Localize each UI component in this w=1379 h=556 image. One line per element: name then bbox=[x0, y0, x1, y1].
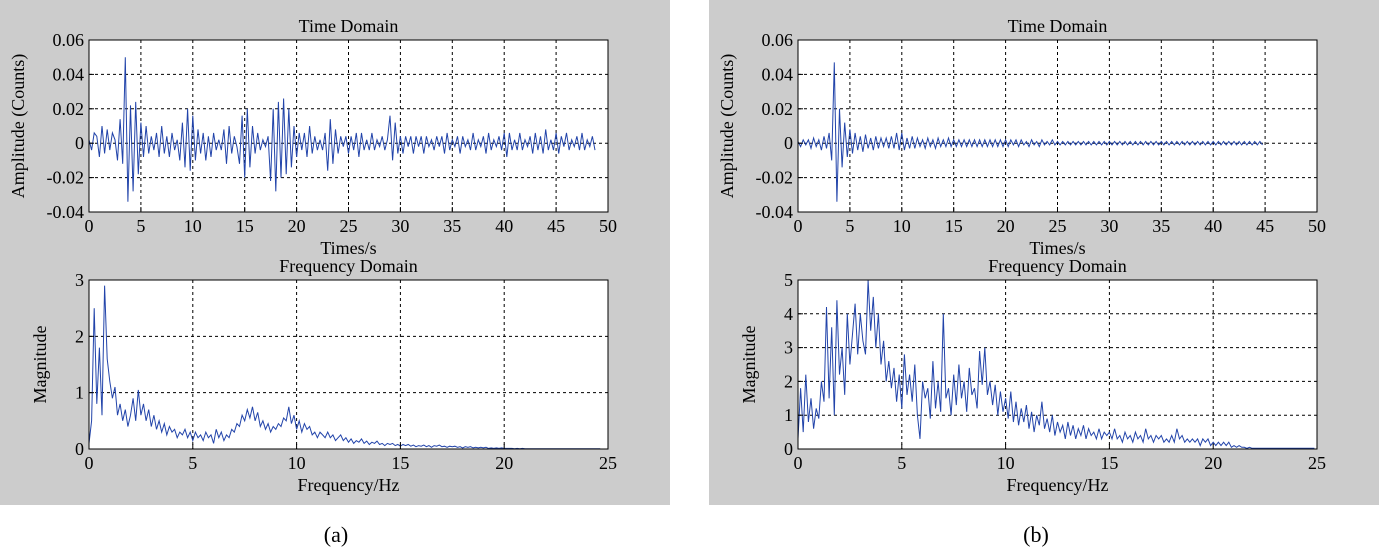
b-time-xtick-label-8: 40 bbox=[1204, 216, 1222, 236]
a-time-chart: 0 5 10 15 20 25 30 35 40 45 50 -0.04 -0.02 0 0.02 0.04 0… bbox=[8, 16, 617, 258]
a-time-xlabel: Times/s bbox=[320, 238, 376, 258]
b-freq-ytick-label-5: 5 bbox=[784, 270, 793, 290]
a-time-xtick-label-4: 20 bbox=[288, 216, 306, 236]
a-freq-xtick-label-5: 25 bbox=[599, 453, 617, 473]
b-freq-ylabel: Magnitude bbox=[739, 326, 759, 404]
b-freq-ytick-label-2: 2 bbox=[784, 371, 793, 391]
figure-svg-b: 0 5 10 15 20 25 30 35 40 45 50-0.04-0.0200.020.040… bbox=[717, 16, 1326, 495]
b-freq-plot-area bbox=[798, 280, 1317, 449]
a-time-xtick-label-5: 25 bbox=[340, 216, 358, 236]
a-time-ytick-label-2: 0 bbox=[75, 133, 84, 153]
a-time-ytick-label-5: 0.06 bbox=[53, 30, 85, 50]
b-time-xtick-label-3: 15 bbox=[945, 216, 963, 236]
a-freq-xtick-label-0: 0 bbox=[85, 453, 94, 473]
b-time-xtick-label-4: 20 bbox=[997, 216, 1015, 236]
a-time-ytick-label-1: -0.02 bbox=[47, 168, 85, 188]
b-freq-chart: 0 5 10 15 20 25 0 1 2 3 4 5 Frequency Domain Frequenc… bbox=[739, 256, 1326, 495]
b-time-ytick-label-3: 0.02 bbox=[762, 99, 794, 119]
a-time-xtick-label-3: 15 bbox=[236, 216, 254, 236]
b-freq-ytick-label-0: 0 bbox=[784, 439, 793, 459]
b-freq-ytick-label-4: 4 bbox=[784, 304, 793, 324]
b-freq-xlabel: Frequency/Hz bbox=[1007, 475, 1109, 495]
b-freq-xtick-label-5: 25 bbox=[1308, 453, 1326, 473]
a-freq-xtick-label-1: 5 bbox=[188, 453, 197, 473]
b-time-series-line-0 bbox=[797, 62, 1263, 202]
b-freq-xtick-label-2: 10 bbox=[997, 453, 1015, 473]
b-time-ytick-label-5: 0.06 bbox=[762, 30, 794, 50]
b-freq-ytick-label-1: 1 bbox=[784, 405, 793, 425]
a-time-xtick-label-7: 35 bbox=[443, 216, 461, 236]
b-freq-title: Frequency Domain bbox=[988, 256, 1126, 276]
a-time-xtick-label-10: 50 bbox=[599, 216, 617, 236]
b-time-ytick-label-4: 0.04 bbox=[762, 64, 794, 84]
a-time-xtick-label-2: 10 bbox=[184, 216, 202, 236]
a-time-xtick-label-9: 45 bbox=[547, 216, 565, 236]
a-time-xtick-label-8: 40 bbox=[495, 216, 513, 236]
a-time-xtick-label-6: 30 bbox=[391, 216, 409, 236]
a-freq-xlabel: Frequency/Hz bbox=[298, 475, 400, 495]
a-time-title: Time Domain bbox=[299, 16, 399, 36]
b-time-xtick-label-0: 0 bbox=[794, 216, 803, 236]
b-time-xtick-label-1: 5 bbox=[845, 216, 854, 236]
figure-svg-a: 0 5 10 15 20 25 30 35 40 45 50-0.04-0.0200.020.040… bbox=[8, 16, 617, 495]
b-time-xtick-label-9: 45 bbox=[1256, 216, 1274, 236]
a-freq-ytick-label-3: 3 bbox=[75, 270, 84, 290]
a-freq-xtick-label-2: 10 bbox=[288, 453, 306, 473]
figure-panel-b: 0 5 10 15 20 25 30 35 40 45 50 -0.04 -0.02 0 0.02 0.04 0… bbox=[709, 0, 1379, 505]
b-freq-xtick-label-1: 5 bbox=[897, 453, 906, 473]
b-freq-ytick-label-3: 3 bbox=[784, 338, 793, 358]
a-freq-plot-area bbox=[89, 280, 608, 449]
b-time-ytick-label-0: -0.04 bbox=[756, 202, 794, 222]
b-freq-xtick-label-3: 15 bbox=[1100, 453, 1118, 473]
a-time-series-line-0 bbox=[88, 57, 596, 202]
a-freq-ytick-label-1: 1 bbox=[75, 383, 84, 403]
a-time-ytick-label-4: 0.04 bbox=[53, 64, 85, 84]
a-freq-ylabel: Magnitude bbox=[30, 326, 50, 404]
a-time-ytick-label-3: 0.02 bbox=[53, 99, 85, 119]
b-time-ylabel: Amplitude (Counts) bbox=[717, 54, 738, 199]
b-time-xtick-label-5: 25 bbox=[1049, 216, 1067, 236]
b-time-ytick-label-1: -0.02 bbox=[756, 168, 794, 188]
a-time-xtick-label-0: 0 bbox=[85, 216, 94, 236]
b-time-chart: 0 5 10 15 20 25 30 35 40 45 50 -0.04 -0.02 0 0.02 0.04 0… bbox=[717, 16, 1326, 258]
b-time-title: Time Domain bbox=[1008, 16, 1108, 36]
a-freq-ytick-label-2: 2 bbox=[75, 326, 84, 346]
b-time-xtick-label-7: 35 bbox=[1152, 216, 1170, 236]
b-time-xtick-label-2: 10 bbox=[893, 216, 911, 236]
a-time-ytick-label-0: -0.04 bbox=[47, 202, 85, 222]
b-freq-series-line-0 bbox=[797, 279, 1315, 449]
caption-b: (b) bbox=[1023, 522, 1049, 547]
a-freq-title: Frequency Domain bbox=[279, 256, 417, 276]
b-time-xlabel: Times/s bbox=[1029, 238, 1085, 258]
b-time-ytick-label-2: 0 bbox=[784, 133, 793, 153]
a-time-xtick-label-1: 5 bbox=[136, 216, 145, 236]
a-time-ylabel: Amplitude (Counts) bbox=[8, 54, 29, 199]
a-freq-grid bbox=[89, 280, 608, 449]
a-freq-ytick-label-0: 0 bbox=[75, 439, 84, 459]
a-freq-xtick-label-4: 20 bbox=[495, 453, 513, 473]
a-freq-chart: 0 5 10 15 20 25 0 1 2 3 Frequency Domain Frequency/… bbox=[30, 256, 617, 495]
b-freq-xtick-label-4: 20 bbox=[1204, 453, 1222, 473]
b-time-xtick-label-10: 50 bbox=[1308, 216, 1326, 236]
b-freq-frame bbox=[797, 279, 1318, 450]
a-freq-xtick-label-3: 15 bbox=[391, 453, 409, 473]
a-freq-frame bbox=[88, 279, 609, 450]
figure-panel-a: 0 5 10 15 20 25 30 35 40 45 50 -0.04 -0.02 0 0.02 0.04 0… bbox=[0, 0, 670, 505]
b-time-xtick-label-6: 30 bbox=[1100, 216, 1118, 236]
b-freq-xtick-label-0: 0 bbox=[794, 453, 803, 473]
caption-a: (a) bbox=[323, 522, 349, 547]
